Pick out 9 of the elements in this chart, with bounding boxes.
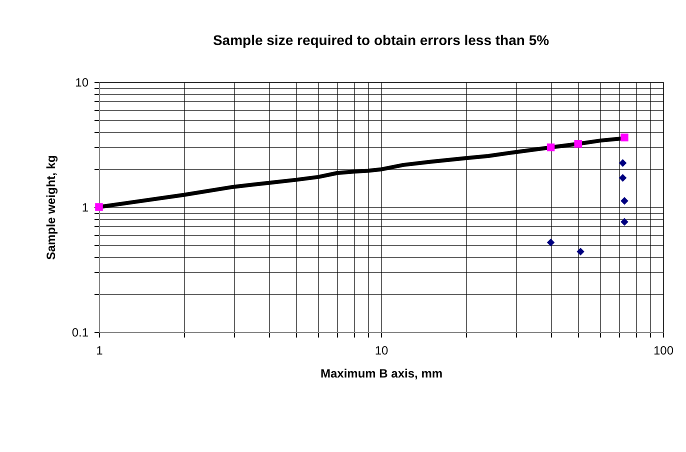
y-axis-title: Sample weight, kg	[44, 155, 58, 260]
x-tick-label: 100	[653, 344, 674, 358]
y-tick-label: 0.1	[72, 326, 89, 340]
chart-title: Sample size required to obtain errors less than 5%	[212, 32, 550, 48]
y-tick-label: 10	[75, 76, 89, 90]
x-tick-label: 10	[374, 344, 388, 358]
x-tick-label: 1	[96, 344, 104, 358]
y-tick-label: 1	[82, 200, 89, 214]
x-axis-title: Maximum B axis, mm	[320, 366, 443, 380]
